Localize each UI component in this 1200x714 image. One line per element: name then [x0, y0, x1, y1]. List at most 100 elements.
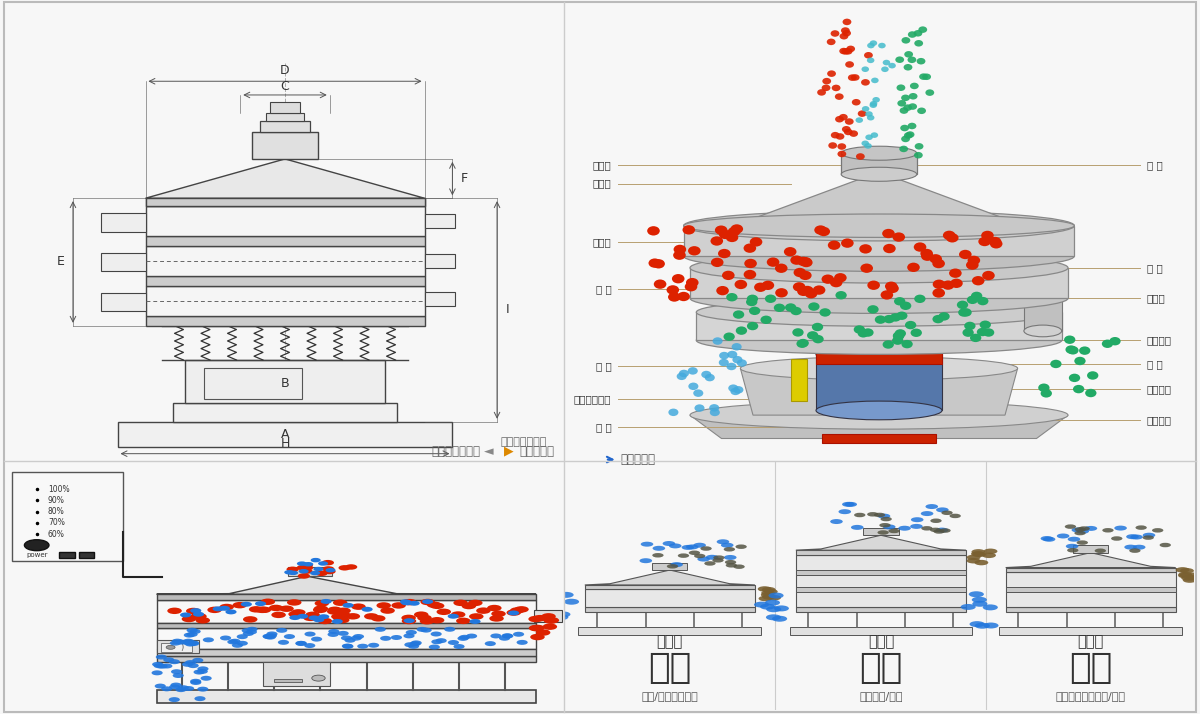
- Circle shape: [220, 604, 234, 610]
- Bar: [145, 198, 425, 206]
- Circle shape: [827, 71, 836, 77]
- Circle shape: [203, 638, 214, 643]
- Circle shape: [938, 312, 949, 321]
- Circle shape: [870, 102, 877, 108]
- Circle shape: [197, 687, 209, 692]
- Circle shape: [233, 602, 247, 608]
- Circle shape: [163, 658, 174, 663]
- Circle shape: [838, 151, 846, 157]
- Circle shape: [1066, 544, 1079, 549]
- Circle shape: [335, 617, 349, 623]
- Circle shape: [791, 307, 802, 315]
- Circle shape: [184, 633, 194, 638]
- Circle shape: [726, 293, 738, 301]
- Circle shape: [454, 644, 464, 649]
- Circle shape: [191, 680, 202, 685]
- Circle shape: [296, 561, 307, 566]
- Circle shape: [410, 640, 421, 645]
- Circle shape: [289, 615, 300, 620]
- Circle shape: [832, 85, 840, 91]
- Circle shape: [784, 247, 797, 256]
- Circle shape: [982, 271, 995, 280]
- Circle shape: [799, 257, 812, 266]
- Circle shape: [956, 301, 968, 309]
- Circle shape: [564, 599, 580, 605]
- Text: 90%: 90%: [48, 496, 65, 505]
- Circle shape: [732, 356, 743, 363]
- Circle shape: [913, 242, 926, 252]
- Text: 弹 簧: 弹 簧: [595, 361, 611, 371]
- Circle shape: [682, 545, 695, 550]
- Circle shape: [728, 384, 738, 392]
- Circle shape: [298, 573, 310, 579]
- Circle shape: [908, 104, 917, 110]
- Bar: [12, 472, 124, 561]
- Bar: [145, 198, 425, 206]
- Circle shape: [300, 568, 312, 574]
- Circle shape: [193, 670, 205, 675]
- Circle shape: [901, 136, 910, 142]
- Bar: [425, 214, 455, 228]
- Circle shape: [1159, 543, 1171, 547]
- Circle shape: [194, 696, 205, 701]
- Bar: [696, 312, 1062, 341]
- Circle shape: [766, 606, 781, 612]
- Circle shape: [422, 599, 433, 604]
- Circle shape: [799, 271, 811, 280]
- Circle shape: [161, 663, 173, 668]
- Circle shape: [288, 611, 302, 618]
- Circle shape: [1038, 383, 1050, 392]
- Circle shape: [893, 232, 905, 242]
- Circle shape: [338, 565, 350, 570]
- Circle shape: [487, 605, 502, 611]
- Circle shape: [883, 60, 890, 66]
- Circle shape: [336, 612, 350, 618]
- Circle shape: [292, 609, 306, 615]
- Circle shape: [841, 27, 850, 34]
- Circle shape: [1075, 527, 1086, 532]
- Circle shape: [431, 639, 443, 644]
- Circle shape: [173, 673, 184, 678]
- Circle shape: [822, 84, 830, 91]
- Circle shape: [822, 274, 834, 284]
- Circle shape: [724, 333, 734, 341]
- Circle shape: [653, 553, 664, 558]
- Circle shape: [914, 295, 925, 303]
- Circle shape: [491, 610, 505, 617]
- Circle shape: [1111, 536, 1122, 540]
- Circle shape: [1079, 526, 1090, 531]
- Circle shape: [1040, 536, 1054, 541]
- Circle shape: [530, 634, 545, 640]
- Circle shape: [671, 562, 683, 567]
- Circle shape: [241, 628, 253, 633]
- Circle shape: [911, 517, 924, 522]
- Ellipse shape: [816, 401, 942, 420]
- Bar: [1006, 607, 1176, 613]
- Bar: [174, 403, 396, 422]
- Circle shape: [983, 605, 998, 610]
- Circle shape: [180, 613, 191, 618]
- Ellipse shape: [816, 345, 942, 363]
- Circle shape: [260, 598, 275, 605]
- Circle shape: [182, 662, 193, 667]
- Circle shape: [736, 545, 746, 549]
- Bar: [684, 226, 1074, 256]
- Circle shape: [863, 328, 874, 337]
- Circle shape: [185, 660, 196, 665]
- Circle shape: [667, 564, 678, 568]
- Circle shape: [1109, 337, 1121, 346]
- Bar: [145, 206, 425, 236]
- Circle shape: [212, 606, 223, 611]
- Circle shape: [808, 331, 818, 340]
- Circle shape: [454, 600, 468, 606]
- Circle shape: [1142, 536, 1154, 540]
- Circle shape: [186, 628, 198, 633]
- Circle shape: [929, 254, 942, 263]
- Bar: [274, 679, 301, 682]
- Text: 外形尺寸示意图: 外形尺寸示意图: [431, 445, 480, 458]
- Ellipse shape: [740, 357, 1018, 380]
- Circle shape: [710, 258, 724, 267]
- Circle shape: [940, 528, 950, 533]
- Circle shape: [668, 408, 678, 416]
- Circle shape: [437, 608, 451, 615]
